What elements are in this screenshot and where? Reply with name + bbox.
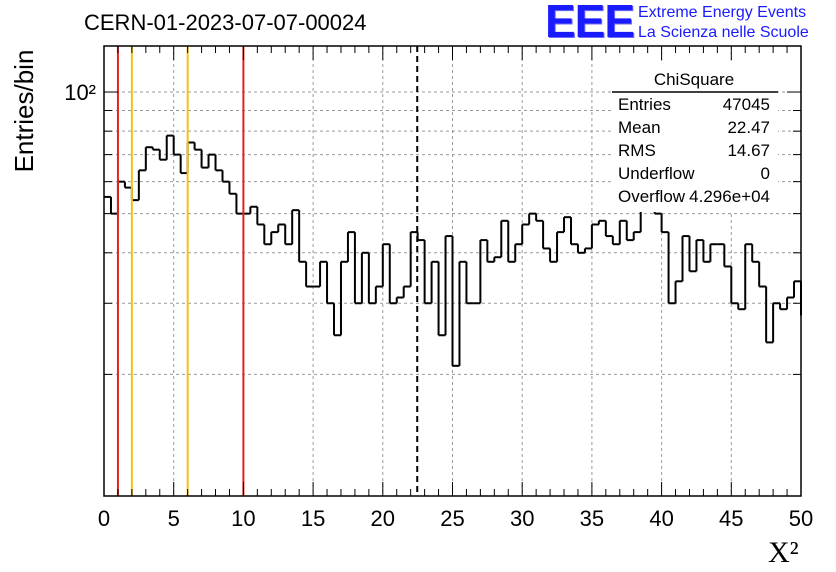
- stats-row-value: 47045: [723, 95, 770, 114]
- x-tick-label: 40: [649, 506, 673, 531]
- stats-row-label: Mean: [618, 118, 661, 137]
- stats-box-frame: [612, 62, 778, 212]
- x-tick-label: 25: [440, 506, 464, 531]
- x-tick-label: 10: [231, 506, 255, 531]
- stats-row-label: RMS: [618, 141, 656, 160]
- y-tick-label: 10²: [64, 80, 96, 105]
- x-tick-label: 30: [510, 506, 534, 531]
- x-tick-label: 0: [98, 506, 110, 531]
- stats-row-value: 0: [761, 164, 770, 183]
- run-title: CERN-01-2023-07-07-00024: [84, 10, 367, 35]
- y-axis-label: Entries/bin: [9, 49, 39, 173]
- stats-row-value: 4.296e+04: [689, 187, 770, 206]
- stats-box: ChiSquare Entries 47045 Mean 22.47 RMS 1…: [612, 62, 778, 212]
- x-tick-label: 35: [580, 506, 604, 531]
- stats-row-value: 14.67: [727, 141, 770, 160]
- marker-lines-layer: [116, 46, 419, 496]
- stats-row-label: Underflow: [618, 164, 695, 183]
- histogram-layer: [104, 134, 802, 367]
- eee-logo: EEE: [545, 0, 635, 47]
- x-tick-label: 5: [168, 506, 180, 531]
- org-name-line1: Extreme Energy Events: [638, 4, 807, 21]
- x-tick-label: 45: [719, 506, 743, 531]
- axes-layer: 0 5 10 15 20 25 30 35 40 45 50 10²: [64, 45, 813, 531]
- x-tick-label: 15: [301, 506, 325, 531]
- stats-title: ChiSquare: [654, 70, 734, 89]
- stats-row-label: Entries: [618, 95, 671, 114]
- stats-row-label: Overflow: [618, 187, 686, 206]
- x-tick-label: 20: [371, 506, 395, 531]
- x-axis-label: X²: [768, 536, 799, 569]
- stats-row-value: 22.47: [727, 118, 770, 137]
- org-name-line2: La Scienza nelle Scuole: [638, 24, 809, 41]
- x-tick-label: 50: [789, 506, 813, 531]
